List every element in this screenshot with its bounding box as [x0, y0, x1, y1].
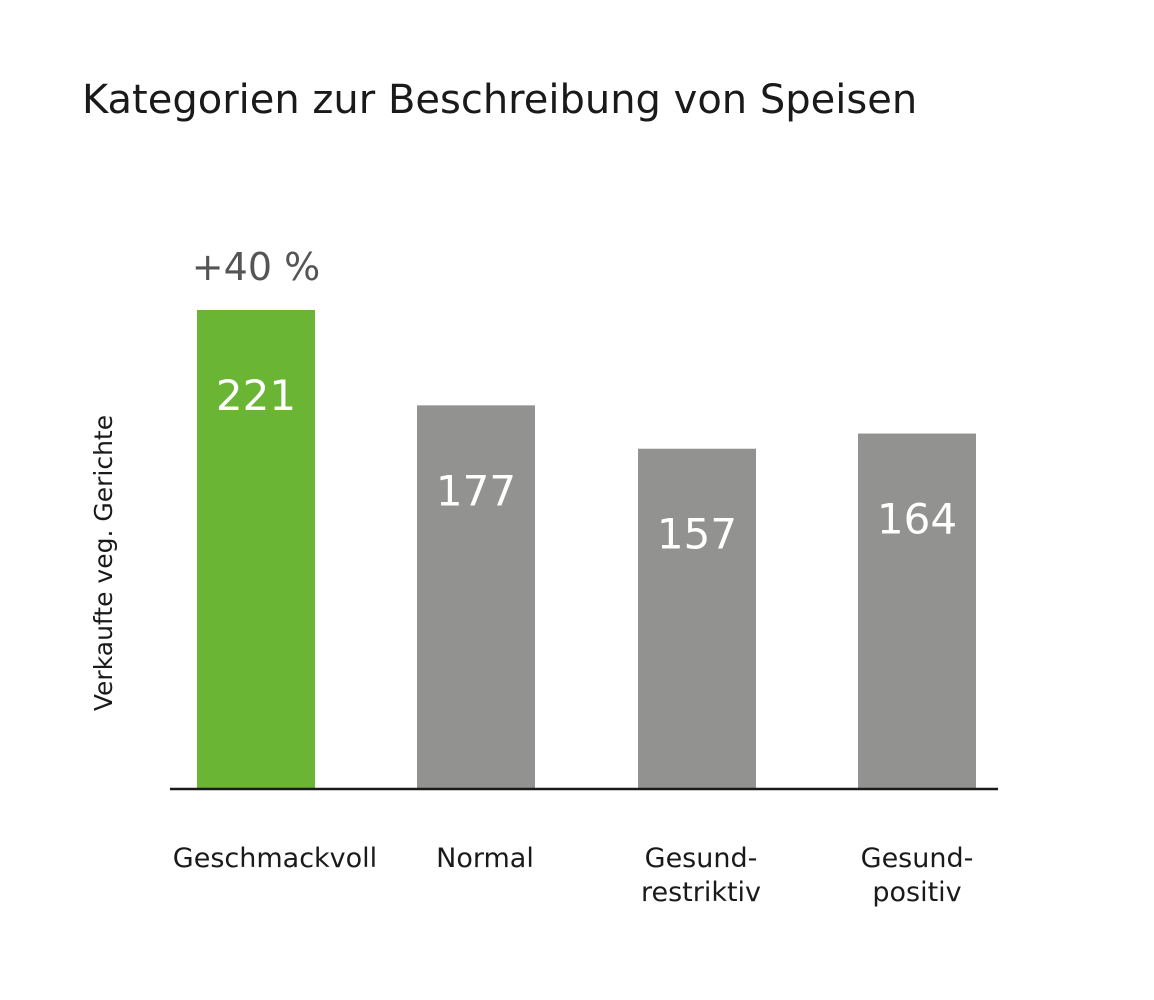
bar-normal [417, 405, 535, 789]
value-label-geschmackvoll: 221 [216, 371, 296, 420]
category-label-normal: Normal [436, 843, 534, 874]
y-axis-label: Verkaufte veg. Gerichte [89, 415, 118, 711]
category-labels: Geschmackvoll Normal Gesund-restriktiv Gesu… [173, 843, 974, 908]
bar-gesund-positiv [858, 433, 976, 789]
category-label-gesund-restriktiv: Gesund-restriktiv [641, 843, 761, 908]
category-label-gesund-positiv: Gesund-positiv [861, 843, 974, 908]
category-label-geschmackvoll: Geschmackvoll [173, 843, 377, 874]
annotation-geschmackvoll: +40 % [192, 245, 320, 289]
value-label-gesund-positiv: 164 [877, 495, 957, 544]
value-label-normal: 177 [436, 466, 516, 515]
bar-geschmackvoll [197, 310, 315, 789]
bars-group: 221 177 157 164 +40 % [192, 245, 976, 789]
value-label-gesund-restriktiv: 157 [657, 510, 737, 559]
chart-title: Kategorien zur Beschreibung von Speisen [82, 77, 917, 123]
bar-gesund-restriktiv [638, 448, 756, 789]
